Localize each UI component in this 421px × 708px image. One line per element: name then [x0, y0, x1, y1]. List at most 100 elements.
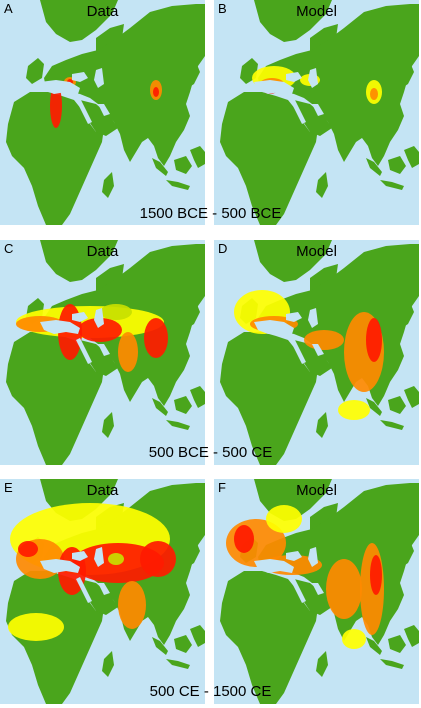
- islands-east: [190, 625, 205, 647]
- mediterranean-sea: [254, 80, 294, 94]
- heat-region-high: [118, 332, 138, 372]
- japan: [402, 541, 414, 567]
- heat-region-low: [108, 553, 124, 565]
- heat-region-high: [304, 330, 344, 350]
- java: [166, 180, 190, 190]
- japan: [402, 302, 414, 328]
- greenland: [254, 240, 332, 282]
- uk: [26, 58, 44, 84]
- greenland: [40, 0, 118, 42]
- mediterranean-sea: [254, 320, 294, 334]
- persian-gulf: [312, 583, 324, 595]
- map-d: [214, 240, 419, 465]
- persian-gulf: [312, 344, 324, 356]
- heat-region-low: [100, 304, 132, 320]
- map-c: [0, 240, 205, 465]
- greenland: [40, 240, 118, 282]
- red-sea: [76, 577, 92, 603]
- persian-gulf: [98, 104, 110, 116]
- panel-title: Model: [296, 482, 337, 499]
- islands-east: [190, 386, 205, 408]
- africa: [220, 571, 318, 704]
- mediterranean-sea: [40, 80, 80, 94]
- heat-region-peak: [18, 541, 38, 557]
- caspian-sea: [94, 68, 104, 88]
- borneo: [174, 635, 192, 653]
- heat-region-high: [326, 559, 362, 619]
- black-sea: [286, 312, 302, 322]
- mediterranean-sea: [40, 320, 80, 334]
- java: [166, 420, 190, 430]
- heat-region-peak: [78, 318, 122, 342]
- map-a: [0, 0, 205, 225]
- heat-region-high: [370, 88, 378, 100]
- islands-east: [404, 146, 419, 168]
- caspian-sea: [308, 68, 318, 88]
- red-sea: [290, 98, 306, 124]
- panel-letter: A: [4, 1, 13, 16]
- sumatra: [152, 637, 168, 655]
- arabia: [80, 340, 118, 376]
- africa: [6, 332, 104, 465]
- sumatra: [152, 398, 168, 416]
- heat-region-peak: [153, 87, 159, 97]
- borneo: [388, 635, 406, 653]
- caspian-sea: [94, 308, 104, 328]
- sumatra: [366, 637, 382, 655]
- black-sea: [72, 312, 88, 322]
- map-panel-d: D Model: [214, 240, 419, 465]
- africa: [220, 332, 318, 465]
- eurasia: [258, 4, 419, 166]
- heat-region-peak: [366, 318, 382, 362]
- caspian-sea: [308, 308, 318, 328]
- panel-title: Data: [86, 482, 119, 499]
- black-sea: [72, 72, 88, 82]
- heat-region-peak: [50, 84, 62, 128]
- mediterranean-sea: [40, 559, 80, 573]
- black-sea: [286, 72, 302, 82]
- period-label: 500 BCE - 500 CE: [148, 444, 273, 461]
- greenland: [254, 0, 332, 42]
- arabia: [294, 340, 332, 376]
- red-sea: [290, 338, 306, 364]
- eurasia: [44, 4, 205, 166]
- java: [380, 180, 404, 190]
- madagascar: [316, 412, 328, 438]
- africa: [6, 571, 104, 704]
- sumatra: [366, 158, 382, 176]
- map-f: [214, 479, 419, 704]
- madagascar: [102, 412, 114, 438]
- madagascar: [316, 651, 328, 677]
- arabia: [294, 100, 332, 136]
- persian-gulf: [98, 344, 110, 356]
- persian-gulf: [312, 104, 324, 116]
- map-panel-f: F Model: [214, 479, 419, 704]
- heat-region-mid: [342, 629, 366, 649]
- map-panel-e: E Data: [0, 479, 205, 704]
- panel-letter: C: [4, 241, 14, 256]
- black-sea: [72, 551, 88, 561]
- java: [380, 420, 404, 430]
- red-sea: [76, 98, 92, 124]
- java: [380, 659, 404, 669]
- heat-region-mid: [266, 505, 302, 533]
- panel-letter: B: [218, 1, 227, 16]
- map-panel-b: B Model: [214, 0, 419, 225]
- arabia: [80, 579, 118, 615]
- panel-letter: D: [218, 241, 228, 256]
- islands-east: [404, 386, 419, 408]
- black-sea: [286, 551, 302, 561]
- panel-letter: E: [4, 480, 13, 495]
- arabia: [80, 100, 118, 136]
- borneo: [174, 396, 192, 414]
- java: [166, 659, 190, 669]
- panel-title: Model: [296, 3, 337, 20]
- islands-east: [190, 146, 205, 168]
- panel-title: Data: [86, 3, 119, 20]
- borneo: [174, 156, 192, 174]
- heat-region-mid: [8, 613, 64, 641]
- heat-region-peak: [234, 525, 254, 553]
- panel-title: Data: [86, 243, 119, 260]
- borneo: [388, 156, 406, 174]
- map-panel-c: C Data: [0, 240, 205, 465]
